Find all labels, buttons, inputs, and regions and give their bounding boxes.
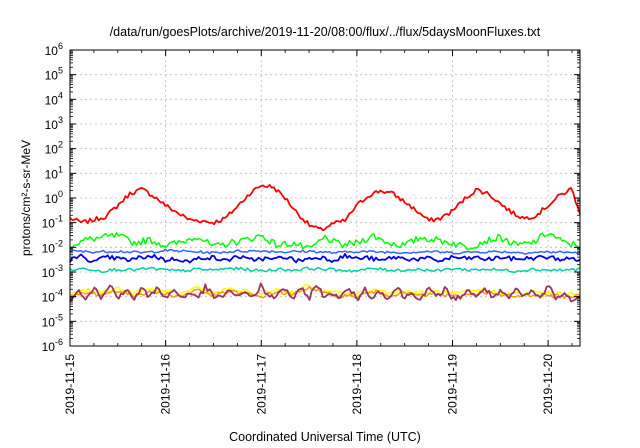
series-line-3 [69, 248, 581, 255]
y-tick-label: 104 [45, 90, 63, 107]
y-tick-label: 102 [45, 140, 63, 157]
series-line-2 [69, 232, 581, 251]
x-tick-label: 2019-11-19 [446, 354, 460, 415]
y-axis-label: protons/cm²-s-sr-MeV [19, 140, 33, 256]
y-tick-label: 105 [45, 66, 63, 83]
y-tick-labels: 10-6 10-5 10-4 10-3 10-2 10-1 100 101 102 103 104 1… [42, 41, 63, 354]
x-axis-label: Coordinated Universal Time (UTC) [229, 430, 421, 444]
y-tick-label: 10-5 [42, 312, 63, 329]
series-line-4 [69, 253, 581, 264]
y-tick-label: 10-6 [42, 337, 63, 354]
chart-title: /data/run/goesPlots/archive/2019-11-20/0… [110, 25, 541, 39]
y-tick-label: 10-3 [42, 263, 63, 280]
series-line-8 [69, 282, 581, 303]
y-tick-label: 100 [45, 189, 63, 206]
series-line-1 [69, 183, 581, 232]
y-tick-label: 10-2 [42, 238, 63, 255]
y-tick-label: 103 [45, 115, 63, 132]
y-tick-label: 10-1 [42, 214, 63, 231]
series-group [69, 183, 581, 303]
y-tick-label: 106 [45, 41, 63, 58]
x-tick-label: 2019-11-18 [350, 354, 364, 415]
x-tick-label: 2019-11-17 [254, 354, 268, 415]
x-tick-label: 2019-11-15 [63, 354, 77, 415]
x-tick-label: 2019-11-20 [541, 354, 555, 415]
y-tick-label: 10-4 [42, 288, 63, 305]
ticks [69, 49, 580, 347]
x-tick-labels: 2019-11-15 2019-11-16 2019-11-17 2019-11-18… [63, 354, 555, 415]
x-tick-label: 2019-11-16 [159, 354, 173, 415]
series-line-5 [69, 266, 581, 274]
y-tick-label: 101 [45, 164, 63, 181]
grid [70, 50, 580, 346]
